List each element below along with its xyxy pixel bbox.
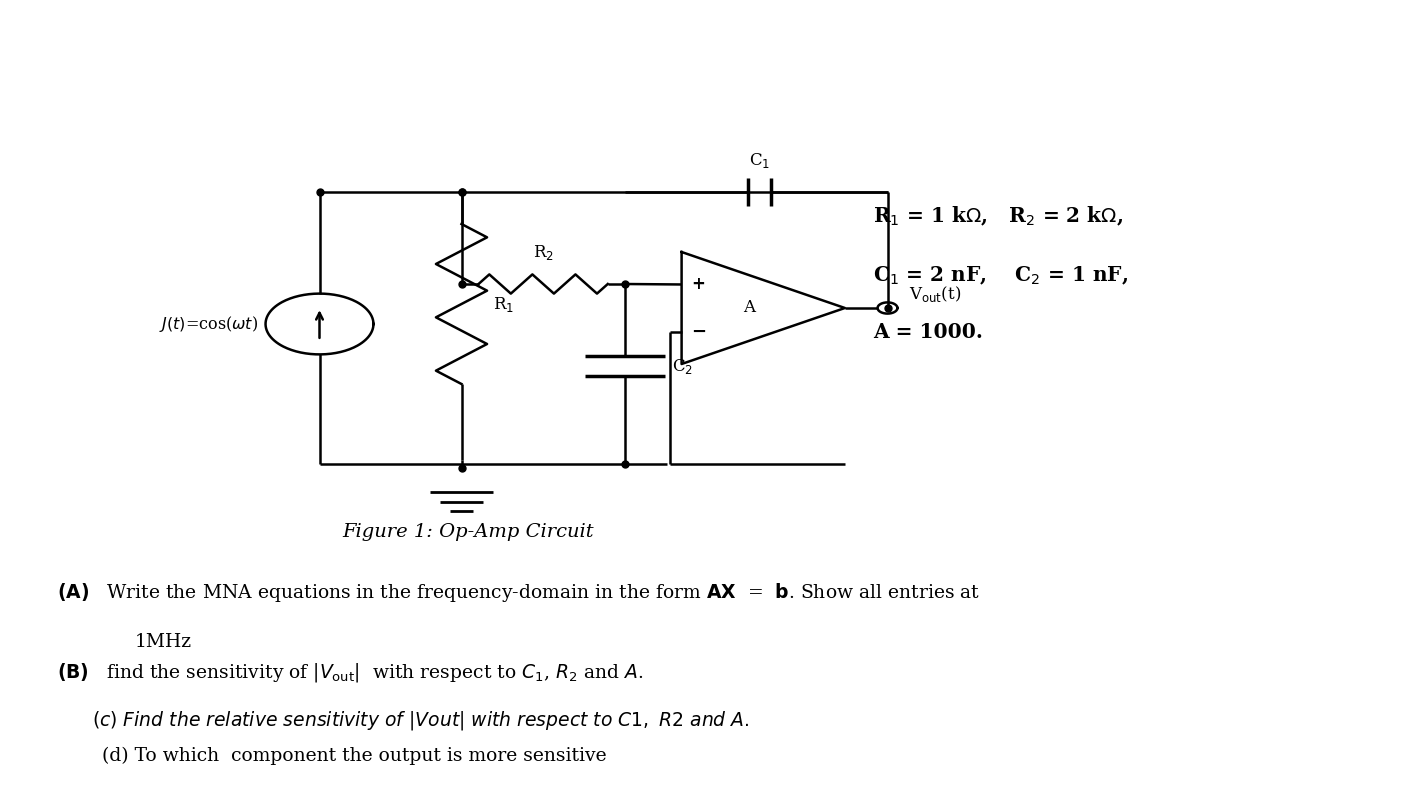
Text: $J(t)$=cos($\omega t$): $J(t)$=cos($\omega t$) — [159, 314, 258, 334]
Text: R$_2$: R$_2$ — [532, 242, 554, 262]
Text: C$_1$ = 2 nF,    C$_2$ = 1 nF,: C$_1$ = 2 nF, C$_2$ = 1 nF, — [873, 265, 1129, 287]
Text: Figure 1: Op-Amp Circuit: Figure 1: Op-Amp Circuit — [342, 523, 595, 541]
Text: +: + — [692, 275, 706, 294]
Text: −: − — [692, 322, 706, 341]
Text: R$_1$: R$_1$ — [493, 294, 514, 314]
Text: (d) To which  component the output is more sensitive: (d) To which component the output is mor… — [102, 747, 606, 765]
Text: V$_{\mathrm{out}}$(t): V$_{\mathrm{out}}$(t) — [909, 284, 961, 304]
Text: R$_1$ = 1 k$\Omega$,   R$_2$ = 2 k$\Omega$,: R$_1$ = 1 k$\Omega$, R$_2$ = 2 k$\Omega$… — [873, 204, 1123, 228]
Text: $\mathbf{(B)}$   find the sensitivity of $|V_{\mathrm{out}}|$  with respect to $: $\mathbf{(B)}$ find the sensitivity of $… — [57, 661, 643, 683]
Text: $(c)$ $\it{Find\ the\ relative\ sensitivity\ of\ |Vout|\ with\ respect\ to\ C1,\: $(c)$ $\it{Find\ the\ relative\ sensitiv… — [92, 709, 750, 731]
Text: A = 1000.: A = 1000. — [873, 322, 983, 342]
Text: $\mathbf{(A)}$   Write the MNA equations in the frequency-domain in the form $\m: $\mathbf{(A)}$ Write the MNA equations i… — [57, 581, 980, 603]
Text: C$_1$: C$_1$ — [750, 150, 770, 170]
Text: A: A — [743, 299, 755, 317]
Text: C$_2$: C$_2$ — [672, 357, 693, 375]
Text: 1MHz: 1MHz — [135, 633, 192, 650]
